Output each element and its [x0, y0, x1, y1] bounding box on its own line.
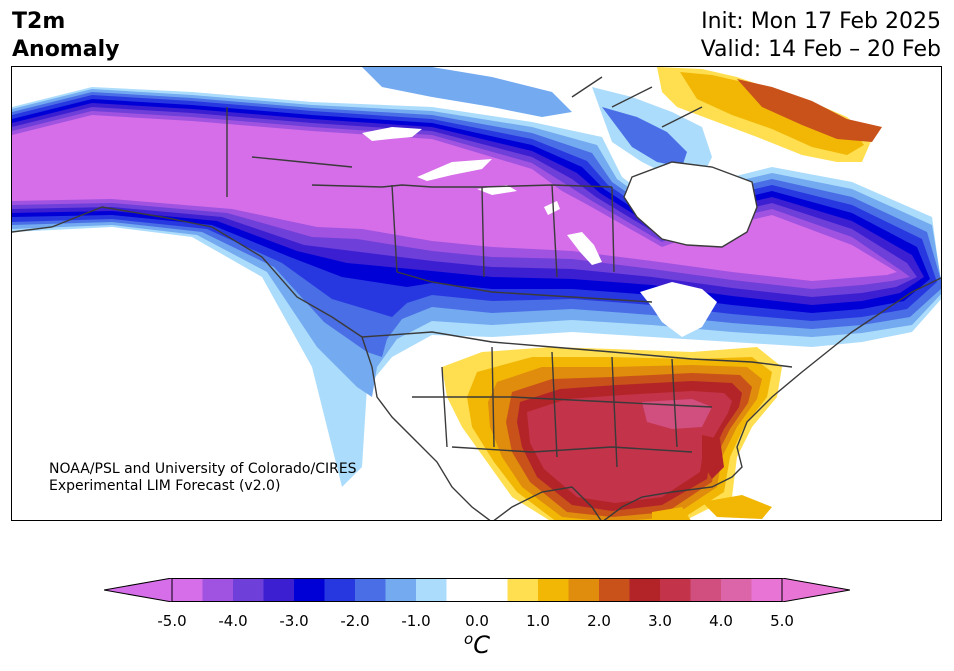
colorbar	[104, 578, 850, 602]
colorbar-segment	[233, 578, 264, 602]
colorbar-segment	[202, 578, 234, 602]
colorbar-segment	[355, 578, 386, 602]
colorbar-tick-label: -3.0	[279, 612, 309, 630]
colorbar-segment	[751, 578, 783, 602]
colorbar-segment	[660, 578, 691, 602]
units-label: oC	[464, 630, 490, 659]
colorbar-segment	[721, 578, 752, 602]
colorbar-outline	[171, 578, 783, 602]
colorbar-tick-label: 3.0	[648, 612, 672, 630]
map-canvas	[12, 67, 941, 520]
colorbar-over-extension	[781, 578, 850, 602]
title-kind: Anomaly	[12, 37, 120, 62]
colorbar-tick-label: -4.0	[218, 612, 248, 630]
colorbar-segment	[324, 578, 356, 602]
colorbar-tick-label: 2.0	[587, 612, 611, 630]
map-title: T2m Anomaly	[12, 8, 119, 64]
colorbar-tick-label: -1.0	[401, 612, 431, 630]
degree-symbol: o	[464, 630, 474, 648]
colorbar-segment	[294, 578, 325, 602]
units-letter: C	[473, 631, 490, 659]
colorbar-tick-label: 1.0	[526, 612, 550, 630]
colorbar-tick-label: -2.0	[340, 612, 370, 630]
colorbar-segment	[690, 578, 722, 602]
colorbar-segment	[172, 578, 203, 602]
colorbar-tick-label: 4.0	[709, 612, 733, 630]
warm-anomaly-region	[442, 347, 782, 520]
caribbean-warm-region	[652, 495, 772, 520]
colorbar-tick-label: 0.0	[465, 612, 489, 630]
forecast-dates: Init: Mon 17 Feb 2025 Valid: 14 Feb – 20…	[701, 8, 941, 64]
credit-line-2: Experimental LIM Forecast (v2.0)	[49, 478, 281, 494]
coastlines-and-borders	[12, 76, 941, 520]
valid-range: Valid: 14 Feb – 20 Feb	[700, 37, 941, 62]
arctic-islands-cool-region	[362, 67, 712, 177]
colorbar-tick-label: 5.0	[770, 612, 794, 630]
colorbar-segment	[507, 578, 539, 602]
colorbar-segment	[385, 578, 417, 602]
colorbar-segment	[263, 578, 295, 602]
title-variable: T2m	[12, 9, 66, 34]
colorbar-tick-label: -5.0	[157, 612, 187, 630]
large-lakes	[362, 127, 717, 337]
colorbar-segment	[599, 578, 630, 602]
anomaly-map	[11, 66, 942, 521]
credit-text: NOAA/PSL and University of Colorado/CIRE…	[49, 461, 357, 495]
credit-line-1: NOAA/PSL and University of Colorado/CIRE…	[49, 461, 357, 477]
colorbar-segment	[629, 578, 661, 602]
greenland-warm-region	[657, 67, 882, 162]
colorbar-segment	[446, 578, 478, 602]
colorbar-segment	[477, 578, 508, 602]
colorbar-segment	[568, 578, 600, 602]
colorbar-under-extension	[104, 578, 173, 602]
init-date: Init: Mon 17 Feb 2025	[701, 9, 941, 34]
colorbar-segment	[538, 578, 569, 602]
colorbar-segment	[416, 578, 447, 602]
hudson-bay-area	[624, 162, 757, 247]
